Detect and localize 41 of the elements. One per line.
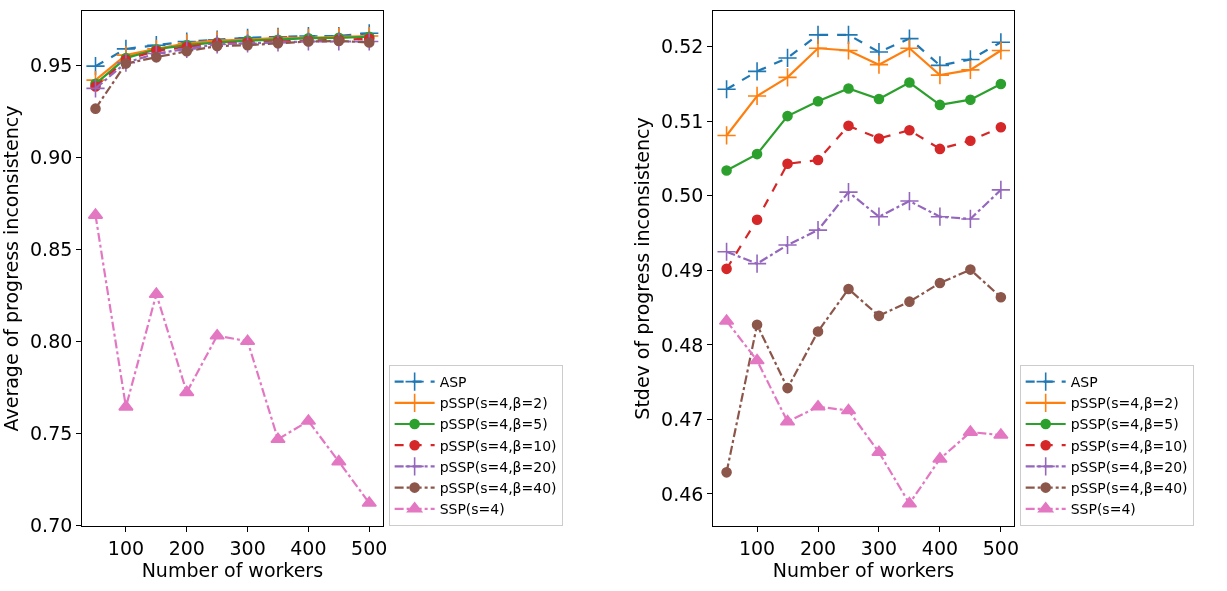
legend-label: ASP (1070, 374, 1098, 391)
y-tick-label: 0.85 (30, 237, 73, 260)
legend-label: SSP(s=4) (439, 501, 505, 518)
y-tick-label: 0.80 (30, 329, 73, 352)
x-tick-label: 500 (982, 536, 1019, 559)
y-tick-label: 0.51 (661, 109, 704, 132)
legend-label: pSSP(s=4,β=10) (1070, 437, 1188, 454)
x-axis-title: Number of workers (141, 558, 324, 581)
legend-label: pSSP(s=4,β=2) (439, 395, 548, 412)
legend-label: pSSP(s=4,β=20) (439, 458, 557, 475)
x-tick-label: 100 (738, 536, 776, 559)
legend-label: pSSP(s=4,β=40) (439, 480, 557, 497)
y-tick-label: 0.70 (30, 513, 73, 536)
y-axis-title: Stdev of progress inconsistency (630, 117, 653, 420)
x-tick-label: 500 (351, 536, 388, 559)
legend-label: pSSP(s=4,β=2) (1070, 395, 1179, 412)
y-tick-label: 0.47 (661, 408, 704, 431)
legend-label: pSSP(s=4,β=20) (1070, 458, 1188, 475)
x-tick-label: 200 (799, 536, 837, 559)
x-tick-label: 300 (860, 536, 898, 559)
y-tick-label: 0.90 (30, 146, 73, 168)
y-tick-label: 0.52 (661, 35, 704, 58)
legend-label: SSP(s=4) (1070, 501, 1136, 518)
y-tick-label: 0.75 (30, 421, 73, 444)
y-tick-label: 0.95 (30, 54, 73, 77)
legend-label: ASP (439, 374, 467, 391)
legend-label: pSSP(s=4,β=10) (439, 437, 557, 454)
y-axis-title: Average of progress inconsistency (0, 105, 22, 432)
legend-label: pSSP(s=4,β=5) (439, 416, 548, 433)
x-tick-label: 300 (229, 536, 266, 559)
y-tick-label: 0.50 (661, 184, 704, 207)
y-tick-label: 0.48 (661, 333, 704, 356)
legend-label: pSSP(s=4,β=5) (1070, 416, 1179, 433)
y-tick-label: 0.46 (661, 482, 704, 505)
x-tick-label: 400 (921, 536, 959, 559)
x-tick-label: 400 (290, 536, 327, 559)
x-axis-title: Number of workers (772, 558, 955, 581)
legend-label: pSSP(s=4,β=40) (1070, 480, 1188, 497)
x-tick-label: 100 (107, 536, 145, 559)
x-tick-label: 200 (168, 536, 205, 559)
y-tick-label: 0.49 (661, 259, 704, 282)
